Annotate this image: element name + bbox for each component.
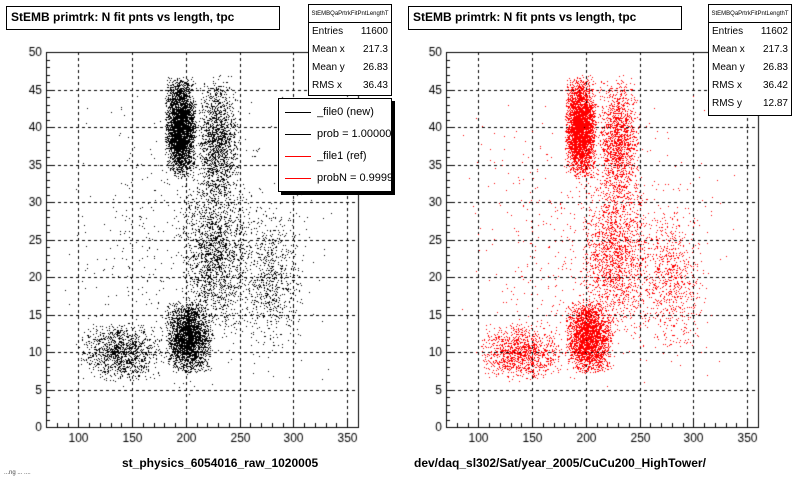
panel2-stats-row: RMS y 12.87 (712, 98, 788, 109)
panel2-stats-row: Mean y 26.83 (712, 62, 788, 73)
panel1-xlabel: st_physics_6054016_raw_1020005 (122, 456, 319, 470)
panel1-stats-row: Mean y 26.83 (312, 62, 388, 73)
legend-line-icon (285, 155, 311, 157)
panel2-stats-row: RMS x 36.42 (712, 80, 788, 91)
panel1-stats-row: Entries 11600 (312, 26, 388, 37)
panel2-stats-box: StEMBQaPrtrkFitPntLengthT Entries 11602 M… (708, 4, 792, 116)
panel2-stats-row: Entries 11602 (712, 26, 788, 37)
panel1-legend: _file0 (new) prob = 1.000000 _file1 (ref… (278, 98, 392, 192)
panel2-stats-row: Mean x 217.3 (712, 44, 788, 55)
panel2-xlabel: dev/daq_sl302/Sat/year_2005/CuCu200_High… (414, 456, 706, 470)
legend-line-icon (285, 133, 311, 135)
legend-line-icon (285, 111, 311, 113)
panel2-stats-name: StEMBQaPrtrkFitPntLengthT (709, 5, 791, 23)
panel1-stats-box: StEMBQaPrtrkFitPntLengthT Entries 11600 M… (308, 4, 392, 96)
panel1-tiny-note: ...ng ... .... (4, 470, 31, 476)
panel1-stats-row: RMS x 36.43 (312, 80, 388, 91)
legend-line-icon (285, 177, 311, 179)
panel2-title: StEMB primtrk: N fit pnts vs length, tpc (408, 6, 682, 30)
panel1-stats-name: StEMBQaPrtrkFitPntLengthT (309, 5, 391, 23)
legend-entry: prob = 1.000000 (279, 123, 391, 145)
panel1-stats-row: Mean x 217.3 (312, 44, 388, 55)
legend-entry: probN = 0.999945 (279, 167, 391, 189)
legend-entry: _file0 (new) (279, 101, 391, 123)
legend-entry: _file1 (ref) (279, 145, 391, 167)
panel1-title: StEMB primtrk: N fit pnts vs length, tpc (6, 6, 280, 30)
